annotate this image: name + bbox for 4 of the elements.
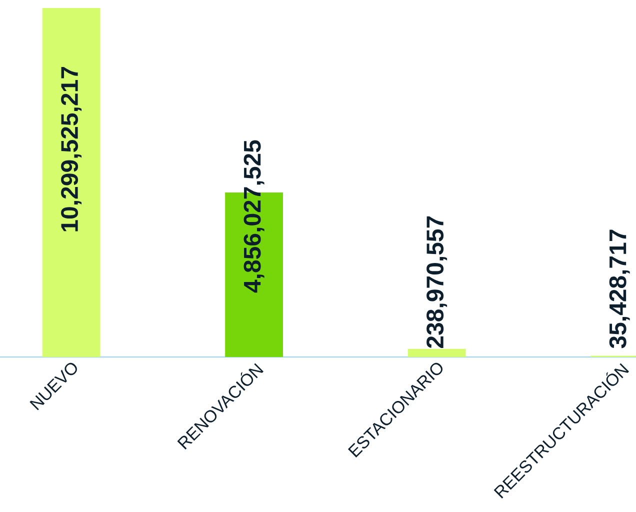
data-label: 4,856,027,525	[244, 140, 264, 293]
data-label: 238,970,557	[426, 216, 448, 348]
data-label: 35,428,717	[609, 230, 630, 348]
data-label: 10,299,525,217	[61, 67, 82, 232]
